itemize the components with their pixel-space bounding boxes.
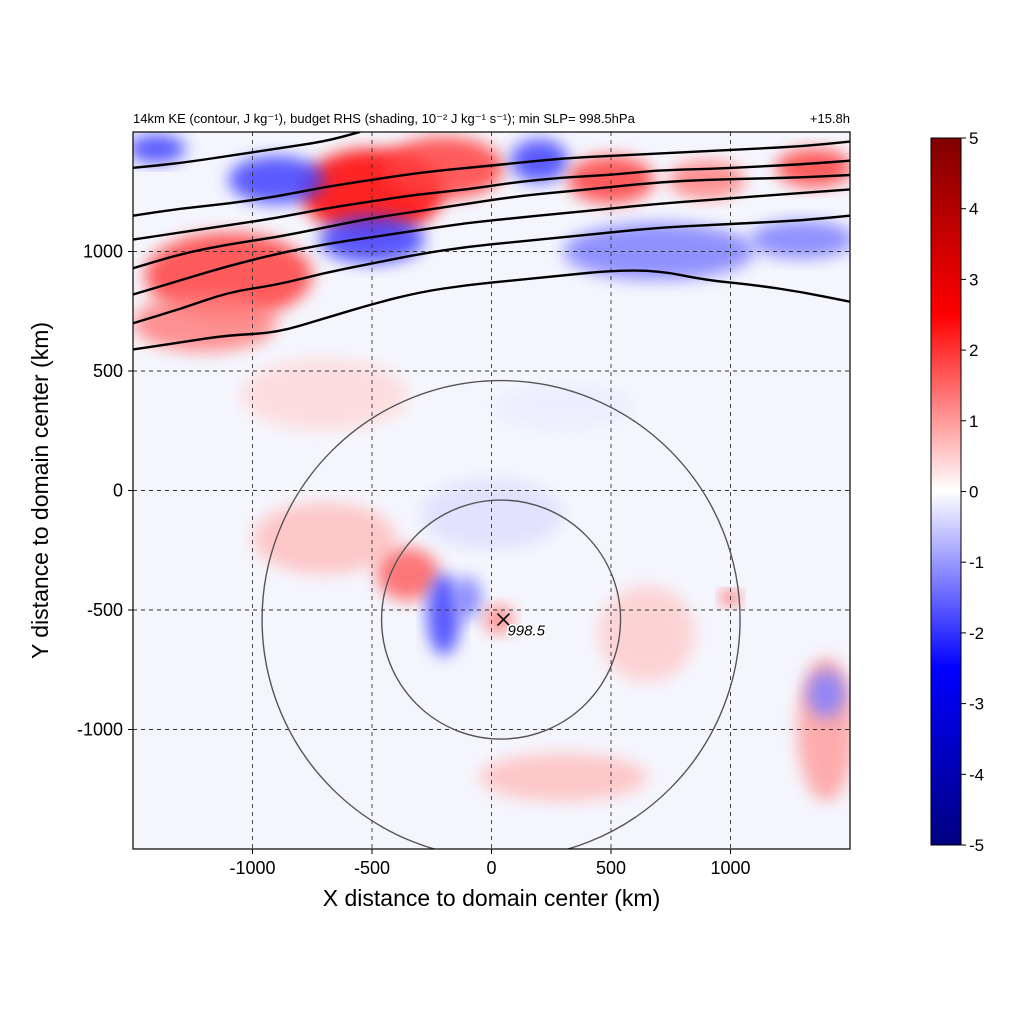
- y-tick-label-1: -500: [87, 600, 123, 620]
- shading-blob-25: [491, 382, 635, 431]
- ke-contours: [133, 132, 850, 351]
- y-axis-title: Y distance to domain center (km): [27, 322, 53, 659]
- colorbar-tick-label-2: 3: [969, 270, 978, 289]
- colorbar-tick-label-3: 2: [969, 341, 978, 360]
- ke-contour-6: [133, 132, 361, 169]
- ke-contour-5: [133, 140, 850, 217]
- shading-blob-23: [479, 753, 647, 802]
- colorbar-tick-label-7: -2: [969, 624, 984, 643]
- colorbar-ticks: 5 4 3 2 1 0 -1 -2 -3 -4 -5: [961, 129, 984, 855]
- colorbar-tick-label-8: -3: [969, 695, 984, 714]
- storm-center: 998.5: [496, 613, 547, 641]
- chart-title-text: 14km KE (contour, J kg⁻¹), budget RHS (s…: [133, 111, 636, 126]
- shading-blob-16: [426, 574, 461, 656]
- y-axis-ticks: -1000 -500 0 500 1000: [77, 242, 133, 740]
- shading-blob-21: [806, 669, 846, 718]
- ke-contour-3: [133, 173, 850, 270]
- ke-contour-2: [133, 188, 850, 296]
- shading-blob-14: [252, 502, 396, 575]
- x-tick-label-1: -500: [354, 858, 390, 878]
- shading-blob-4: [133, 134, 186, 164]
- colorbar: 5 4 3 2 1 0 -1 -2 -3 -4 -5: [930, 129, 984, 855]
- shading-blob-19: [599, 586, 695, 682]
- y-tick-label-4: 1000: [83, 242, 123, 262]
- shading-blob-11: [133, 294, 277, 352]
- y-tick-label-3: 500: [93, 361, 123, 381]
- colorbar-gradient: [931, 138, 961, 845]
- x-tick-label-0: -1000: [229, 858, 275, 878]
- y-tick-label-2: 0: [113, 481, 123, 501]
- x-tick-label-2: 0: [486, 858, 496, 878]
- colorbar-tick-label-0: 5: [969, 129, 978, 148]
- shading-blob-15: [376, 547, 439, 601]
- colorbar-tick-label-5: 0: [969, 483, 978, 502]
- x-axis-ticks: -1000 -500 0 500 1000: [229, 849, 751, 878]
- shading-blob-17: [453, 576, 482, 620]
- x-tick-label-3: 500: [596, 858, 626, 878]
- colorbar-tick-label-10: -5: [969, 836, 984, 855]
- x-axis-title: X distance to domain center (km): [323, 885, 660, 911]
- shading-blob-6: [567, 155, 655, 204]
- x-tick-label-4: 1000: [710, 858, 750, 878]
- shading-blob-13: [240, 359, 408, 431]
- ke-contour-4: [133, 159, 850, 241]
- colorbar-tick-label-4: 1: [969, 412, 978, 431]
- time-label: +15.8h: [810, 111, 850, 126]
- shading-blob-2: [383, 136, 504, 199]
- y-tick-label-0: -1000: [77, 720, 123, 740]
- shading-blob-10: [749, 220, 850, 259]
- shading-blob-8: [775, 148, 850, 187]
- chart-title: 14km KE (contour, J kg⁻¹), budget RHS (s…: [133, 111, 850, 126]
- range-ring-0: [380, 499, 622, 740]
- shading-blob-24: [419, 478, 564, 551]
- ke-contour-1: [133, 214, 850, 325]
- colorbar-tick-label-6: -1: [969, 553, 984, 572]
- storm-center-label: 998.5: [507, 623, 545, 640]
- ke-contour-0: [133, 269, 850, 351]
- colorbar-tick-label-9: -4: [969, 765, 984, 784]
- range-rings: [261, 379, 741, 849]
- plot-area: 998.5: [132, 131, 851, 850]
- colorbar-tick-label-1: 4: [969, 200, 978, 219]
- range-ring-1: [261, 379, 741, 849]
- storm-center-marker: [496, 613, 510, 627]
